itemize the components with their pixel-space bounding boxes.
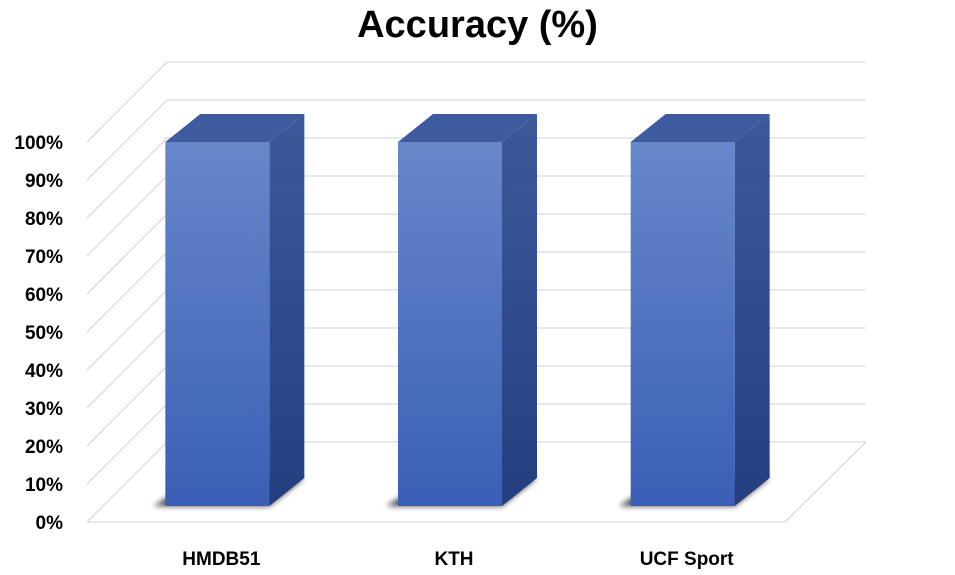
y-tick-label: 10% (25, 475, 63, 496)
y-tick-label: 40% (25, 361, 63, 382)
x-tick-label: KTH (434, 549, 473, 570)
x-tick-label: HMDB51 (182, 549, 261, 570)
bar (398, 142, 502, 506)
bar-top (630, 114, 770, 142)
bar-top (165, 114, 305, 142)
y-tick-label: 50% (25, 323, 63, 344)
bar-side (734, 114, 770, 506)
gridline (86, 61, 866, 143)
y-tick-label: 0% (36, 513, 64, 534)
bar (630, 142, 735, 506)
y-tick-label: 90% (25, 171, 63, 192)
chart-title: Accuracy (%) (357, 4, 598, 46)
y-tick-label: 70% (25, 247, 63, 268)
floor-edge (784, 441, 867, 523)
y-tick-label: 80% (25, 209, 63, 230)
y-tick-label: 60% (25, 285, 63, 306)
gridline (86, 137, 866, 219)
bar-side (502, 114, 537, 506)
bar (165, 142, 270, 506)
y-tick-label: 20% (25, 437, 63, 458)
y-tick-label: 30% (25, 399, 63, 420)
bar-side (269, 114, 305, 506)
x-tick-label: UCF Sport (640, 549, 735, 570)
y-tick-label: 100% (14, 133, 63, 154)
gridline (86, 99, 866, 181)
bar-top (398, 114, 537, 142)
